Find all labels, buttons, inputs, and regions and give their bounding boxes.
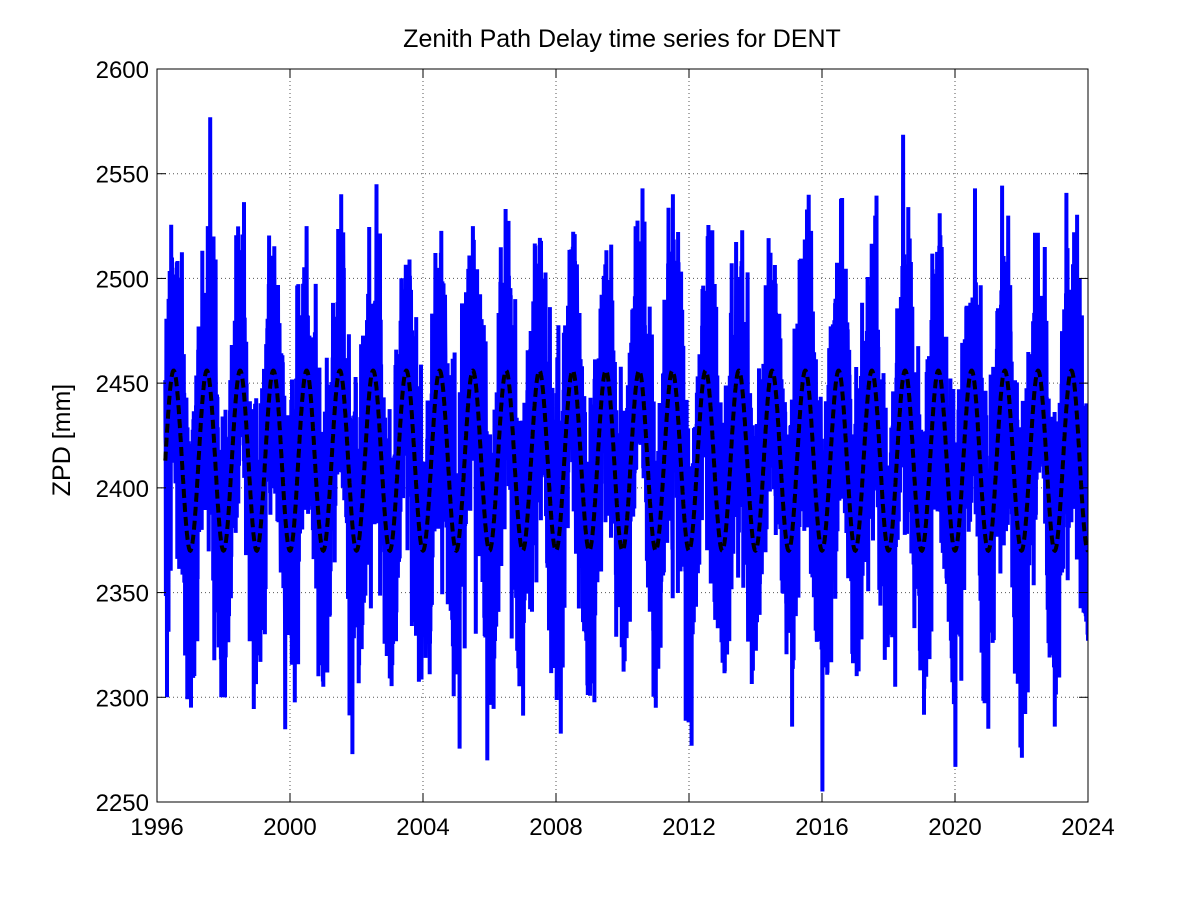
x-tick-label: 2020: [928, 814, 981, 841]
y-axis-label: ZPD [mm]: [48, 384, 76, 497]
y-tick-label: 2350: [96, 581, 149, 608]
observed-zpd-series: [163, 117, 1088, 792]
y-tick-label: 2500: [96, 266, 149, 293]
axis-ticks: [156, 68, 1089, 803]
y-tick-label: 2550: [96, 162, 149, 189]
x-tick-label: 2024: [1061, 814, 1114, 841]
y-tick-label: 2250: [96, 790, 149, 817]
x-tick-label: 2000: [263, 814, 316, 841]
y-tick-label: 2450: [96, 371, 149, 398]
plot-frame: [156, 68, 1089, 803]
series-layer: [163, 117, 1088, 792]
x-tick-label: 2016: [795, 814, 848, 841]
x-tick-label: 2012: [662, 814, 715, 841]
y-tick-label: 2600: [96, 57, 149, 84]
chart-title: Zenith Path Delay time series for DENT: [403, 25, 841, 53]
x-tick-label: 2008: [529, 814, 582, 841]
y-tick-label: 2400: [96, 476, 149, 503]
x-tick-label: 1996: [130, 814, 183, 841]
model-seasonal-series: [163, 368, 1088, 554]
x-tick-label: 2004: [396, 814, 449, 841]
tick-labels: 1996 2000 2004 2008 2012 2016 2020 2024 2250 2300…: [96, 57, 1115, 841]
y-tick-label: 2300: [96, 685, 149, 712]
